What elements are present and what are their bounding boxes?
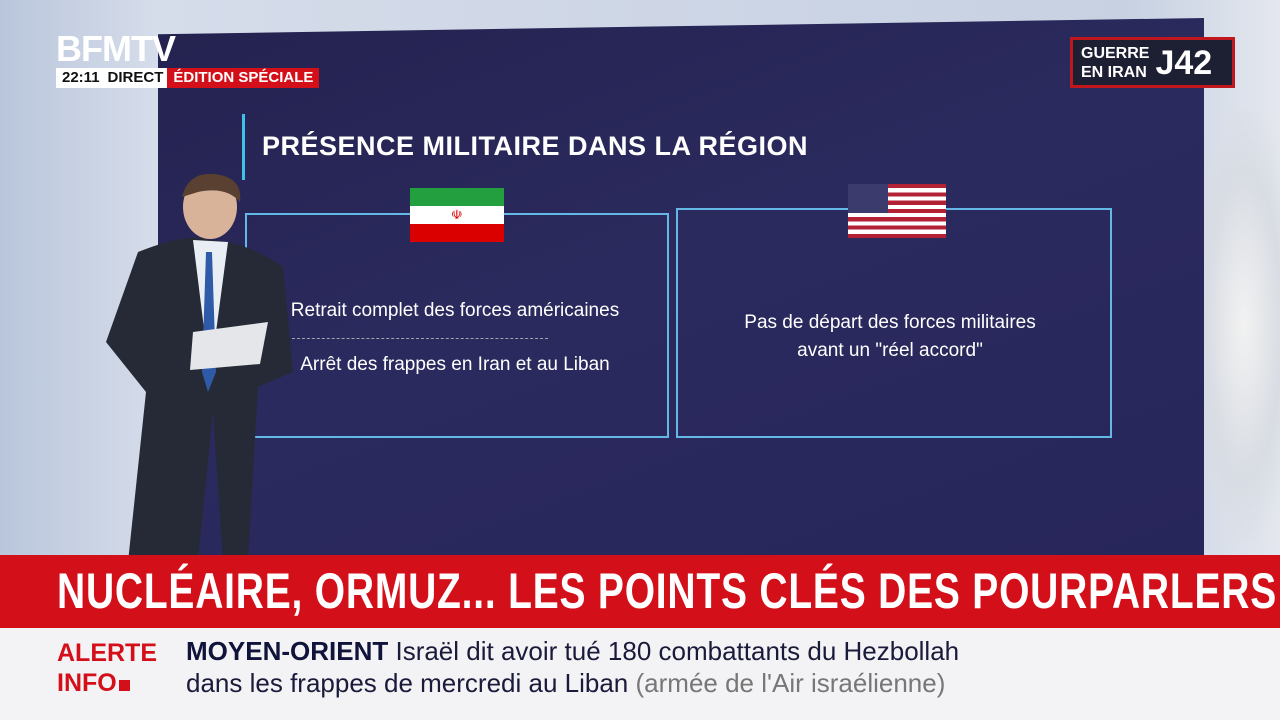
us-point-line2: avant un "réel accord" bbox=[797, 340, 983, 361]
divider bbox=[292, 338, 548, 339]
studio-screen bbox=[158, 18, 1204, 558]
screen-title: PRÉSENCE MILITAIRE DANS LA RÉGION bbox=[262, 131, 809, 161]
ticker-line1: MOYEN-ORIENT Israël dit avoir tué 180 co… bbox=[186, 636, 959, 666]
ticker-text2: dans les frappes de mercredi au Liban bbox=[186, 668, 629, 698]
live-label: DIRECT bbox=[105, 68, 168, 88]
iran-point-2: Arrêt des frappes en Iran et au Liban bbox=[300, 354, 610, 375]
headline: NUCLÉAIRE, ORMUZ... LES POINTS CLÉS DES … bbox=[57, 563, 1277, 619]
bfmtv-logo: BFMTV bbox=[56, 28, 176, 69]
alert-label-line1: ALERTE bbox=[57, 639, 157, 667]
ticker-source: (armée de l'Air israélienne) bbox=[635, 668, 946, 698]
iran-panel bbox=[245, 213, 669, 438]
live-bar: 22:11 DIRECT ÉDITION SPÉCIALE bbox=[56, 68, 320, 88]
badge-day: J42 bbox=[1155, 43, 1213, 82]
ticker-line2: dans les frappes de mercredi au Liban (a… bbox=[186, 668, 945, 698]
alert-label: ALERTE INFO bbox=[57, 638, 157, 698]
badge-line2: EN IRAN bbox=[1081, 63, 1147, 81]
edition-label: ÉDITION SPÉCIALE bbox=[167, 68, 320, 88]
title-accent-bar bbox=[242, 114, 245, 180]
square-icon bbox=[118, 680, 130, 691]
iran-flag-icon: ☫ bbox=[410, 188, 504, 242]
ticker-category: MOYEN-ORIENT bbox=[186, 636, 389, 666]
news-ticker bbox=[0, 628, 1280, 720]
headline-banner bbox=[0, 555, 1280, 628]
us-point-line1: Pas de départ des forces militaires bbox=[744, 312, 1036, 333]
us-flag-icon bbox=[848, 184, 946, 238]
war-day-badge: GUERRE EN IRAN J42 bbox=[1070, 37, 1235, 88]
presenter bbox=[106, 173, 293, 562]
iran-point-1: Retrait complet des forces américaines bbox=[290, 300, 620, 321]
alert-label-line2: INFO bbox=[57, 669, 117, 697]
clock-time: 22:11 bbox=[56, 68, 106, 88]
background-cloud bbox=[1190, 110, 1280, 540]
ticker-text1: Israël dit avoir tué 180 combattants du … bbox=[395, 636, 960, 666]
badge-line1: GUERRE bbox=[1081, 44, 1150, 62]
